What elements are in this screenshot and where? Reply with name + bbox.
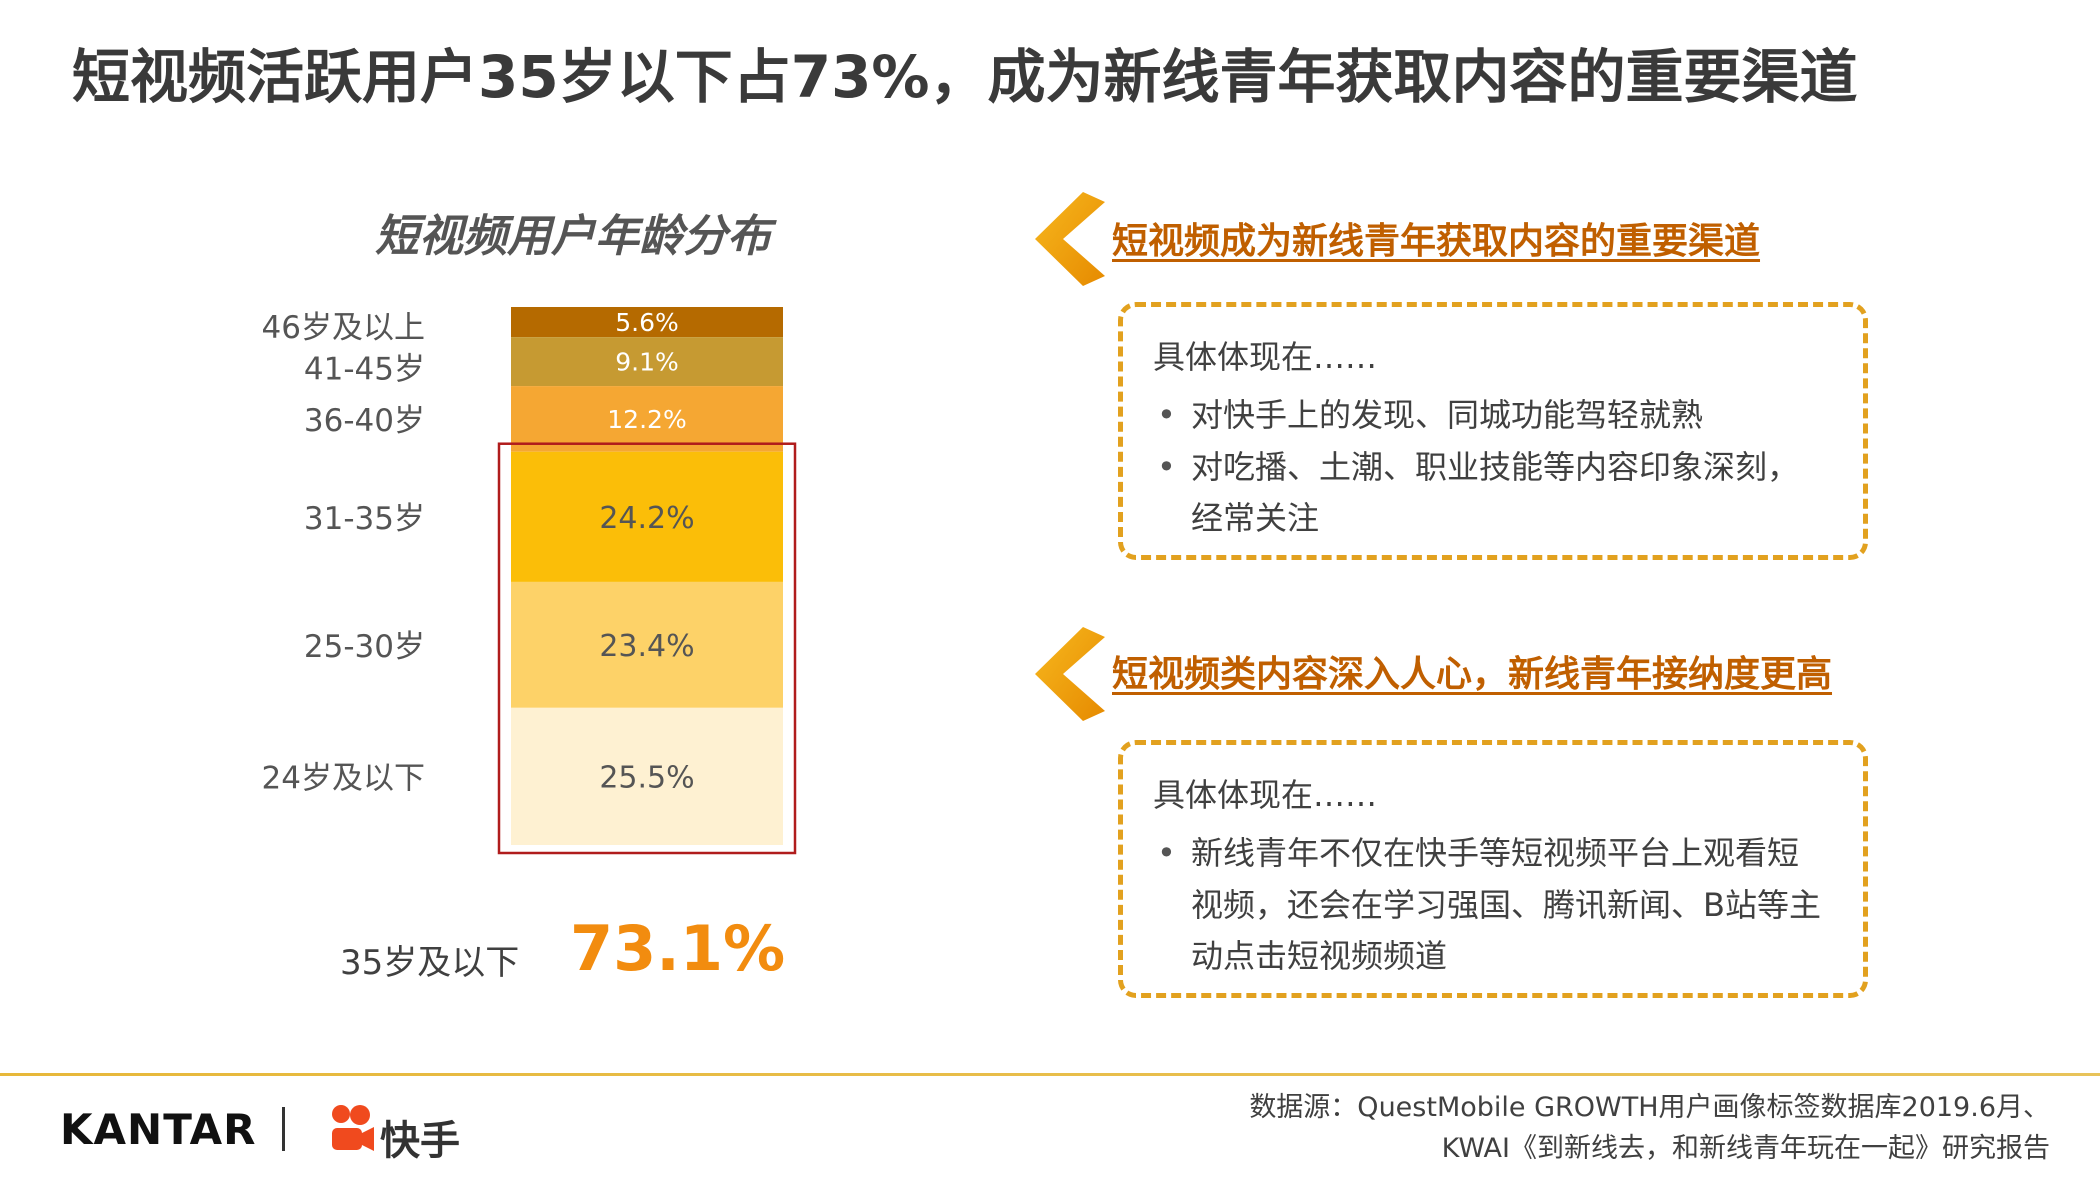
bar-value-label: 23.4% — [599, 629, 694, 664]
footer-divider — [0, 1073, 2100, 1076]
category-label: 41-45岁 — [304, 352, 425, 388]
info-box-1: 具体体现在…… 对快手上的发现、同城功能驾轻就熟 对吃播、土潮、职业技能等内容印… — [1118, 302, 1868, 560]
kuaishou-logo-icon — [332, 1105, 374, 1151]
bar-segment — [511, 307, 783, 338]
bar-segment — [511, 451, 783, 582]
bar-segment — [511, 386, 783, 452]
list-item: 对快手上的发现、同城功能驾轻就熟 — [1153, 390, 1823, 442]
chevron-left-icon — [1035, 627, 1105, 721]
bar-value-label: 25.5% — [599, 760, 694, 795]
list-item: 对吃播、土潮、职业技能等内容印象深刻，经常关注 — [1153, 442, 1823, 546]
summary-label: 35岁及以下 — [340, 943, 520, 983]
category-label: 36-40岁 — [304, 403, 425, 439]
bar-value-label: 12.2% — [607, 405, 686, 434]
source-line-1: 数据源：QuestMobile GROWTH用户画像标签数据库2019.6月、 — [1249, 1092, 2050, 1123]
kuaishou-logo-text: 快手 — [380, 1118, 460, 1164]
source-note: 数据源：QuestMobile GROWTH用户画像标签数据库2019.6月、 … — [1249, 1088, 2050, 1169]
logo-separator — [282, 1107, 285, 1151]
bar-value-label: 24.2% — [599, 501, 694, 536]
category-label: 31-35岁 — [304, 501, 425, 537]
category-label: 25-30岁 — [304, 629, 425, 665]
kantar-logo: KANTAR — [60, 1105, 257, 1154]
under-35-highlight-box — [497, 442, 797, 855]
chevron-left-icon — [1035, 192, 1105, 286]
source-line-2: KWAI《到新线去，和新线青年玩在一起》研究报告 — [1441, 1132, 2050, 1164]
bar-segment — [511, 707, 783, 845]
bar-segment — [511, 337, 783, 387]
info-box-lead: 具体体现在…… — [1153, 776, 1378, 814]
list-item: 新线青年不仅在快手等短视频平台上观看短视频，还会在学习强国、腾讯新闻、B站等主动… — [1153, 828, 1823, 983]
section-heading-1: 短视频成为新线青年获取内容的重要渠道 — [1112, 221, 1761, 262]
section-heading-2: 短视频类内容深入人心，新线青年接纳度更高 — [1112, 654, 1833, 695]
category-label: 24岁及以下 — [262, 760, 425, 796]
summary-value: 73.1% — [570, 912, 786, 985]
category-label: 46岁及以上 — [262, 310, 425, 346]
bar-value-label: 9.1% — [615, 348, 679, 377]
page-title: 短视频活跃用户35岁以下占73%，成为新线青年获取内容的重要渠道 — [72, 43, 1858, 111]
info-box-lead: 具体体现在…… — [1153, 338, 1378, 376]
bar-segment — [511, 581, 783, 708]
info-box-2: 具体体现在…… 新线青年不仅在快手等短视频平台上观看短视频，还会在学习强国、腾讯… — [1118, 740, 1868, 998]
bar-value-label: 5.6% — [615, 308, 679, 337]
chart-title: 短视频用户年龄分布 — [375, 211, 771, 262]
